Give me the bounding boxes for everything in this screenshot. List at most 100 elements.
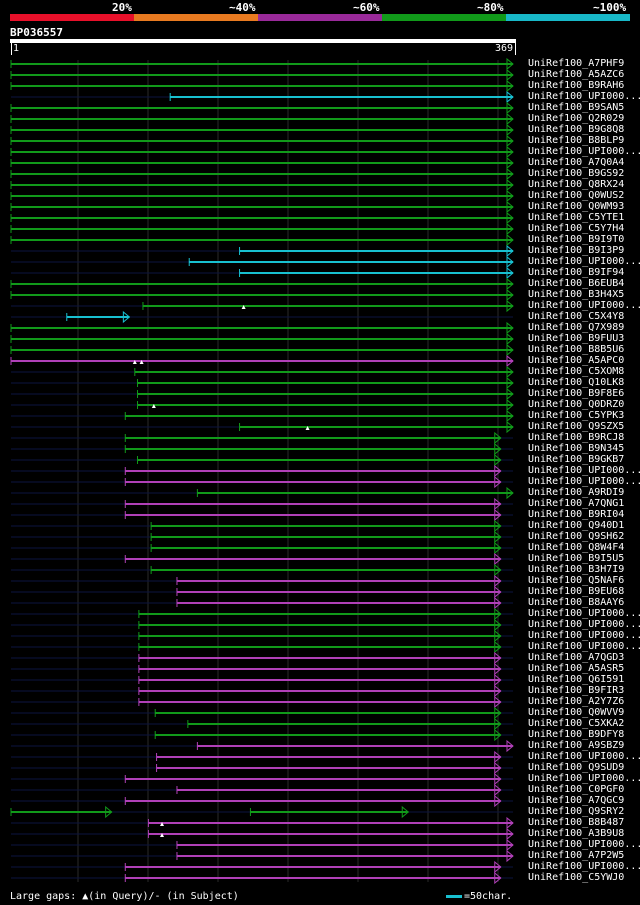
hit-end-arrow [494,508,502,522]
hit-label[interactable]: UniRef100_UPI000... [528,91,640,102]
hit-label[interactable]: UniRef100_Q9SZX5 [528,421,625,432]
hit-end-arrow [494,552,502,566]
hit-label[interactable]: UniRef100_B8B5U6 [528,344,625,355]
hit-label[interactable]: UniRef100_B6EUB4 [528,278,625,289]
legend-label-80: ~80% [477,1,504,14]
hit-label[interactable]: UniRef100_C5XKA2 [528,718,625,729]
ruler-start-tick [11,43,12,55]
hit-label[interactable]: UniRef100_UPI000... [528,300,640,311]
hit-label[interactable]: UniRef100_A5ASR5 [528,663,625,674]
hit-label[interactable]: UniRef100_B8B487 [528,817,625,828]
hit-label[interactable]: UniRef100_Q0WM93 [528,201,625,212]
hit-label[interactable]: UniRef100_Q0DRZ0 [528,399,625,410]
hit-end-arrow [494,772,502,786]
hit-label[interactable]: UniRef100_A7PHF9 [528,58,625,69]
hit-label[interactable]: UniRef100_Q2R029 [528,113,625,124]
hit-label[interactable]: UniRef100_B9SAN5 [528,102,625,113]
legend-label-40: ~40% [229,1,256,14]
hit-label[interactable]: UniRef100_B9RAH6 [528,80,625,91]
ruler-start-label: 1 [13,43,20,54]
hit-label[interactable]: UniRef100_A5AZC6 [528,69,625,80]
hit-label[interactable]: UniRef100_B9N345 [528,443,625,454]
hit-label[interactable]: UniRef100_A2Y7Z6 [528,696,625,707]
hit-label[interactable]: UniRef100_B9I9T0 [528,234,625,245]
hit-label[interactable]: UniRef100_B9F8E6 [528,388,625,399]
hit-label[interactable]: UniRef100_A9SBZ9 [528,740,625,751]
hit-end-arrow [494,750,502,764]
hit-label[interactable]: UniRef100_C5XOM8 [528,366,625,377]
hit-label[interactable]: UniRef100_B9DFY8 [528,729,625,740]
hit-label[interactable]: UniRef100_UPI000... [528,641,640,652]
hit-label[interactable]: UniRef100_B9I5U5 [528,553,625,564]
hit-label[interactable]: UniRef100_UPI000... [528,256,640,267]
hit-label[interactable]: UniRef100_A7QNG1 [528,498,625,509]
hit-label[interactable]: UniRef100_C0PGF0 [528,784,625,795]
hit-end-arrow [494,640,502,654]
hit-end-arrow [506,321,514,335]
hit-label[interactable]: UniRef100_UPI000... [528,839,640,850]
hit-label[interactable]: UniRef100_Q5NAF6 [528,575,625,586]
identity-legend-bar [10,14,630,21]
hit-label[interactable]: UniRef100_B9I3P9 [528,245,625,256]
hit-label[interactable]: UniRef100_UPI000... [528,465,640,476]
hit-label[interactable]: UniRef100_UPI000... [528,861,640,872]
hit-label[interactable]: UniRef100_B9EU68 [528,586,625,597]
hit-end-arrow [494,453,502,467]
query-name: BP036557 [10,26,63,39]
hit-label[interactable]: UniRef100_C5Y7H4 [528,223,625,234]
hit-label[interactable]: UniRef100_Q8RX24 [528,179,625,190]
hit-label[interactable]: UniRef100_B9IF94 [528,267,625,278]
hit-end-arrow [494,860,502,874]
hit-label[interactable]: UniRef100_B9GS92 [528,168,625,179]
hit-end-arrow [494,651,502,665]
hit-end-arrow [506,409,514,423]
hit-end-arrow [506,739,514,753]
hit-label[interactable]: UniRef100_C5YPK3 [528,410,625,421]
hit-label[interactable]: UniRef100_B8AAY6 [528,597,625,608]
hit-end-arrow [494,662,502,676]
hit-label[interactable]: UniRef100_UPI000... [528,608,640,619]
hit-end-arrow [506,112,514,126]
hit-end-arrow [506,343,514,357]
hit-label[interactable]: UniRef100_Q10LK8 [528,377,625,388]
hit-label[interactable]: UniRef100_UPI000... [528,146,640,157]
hit-label[interactable]: UniRef100_A3B9U8 [528,828,625,839]
hit-label[interactable]: UniRef100_Q9SH62 [528,531,625,542]
hit-label[interactable]: UniRef100_B3H7I9 [528,564,625,575]
hit-label[interactable]: UniRef100_Q9SUD9 [528,762,625,773]
hit-label[interactable]: UniRef100_A9RDI9 [528,487,625,498]
hit-label[interactable]: UniRef100_A5APC0 [528,355,625,366]
query-ruler [10,39,516,43]
hit-label[interactable]: UniRef100_Q0WVV9 [528,707,625,718]
hit-label[interactable]: UniRef100_Q9SRY2 [528,806,625,817]
hit-label[interactable]: UniRef100_C5YTE1 [528,212,625,223]
hit-label[interactable]: UniRef100_C5YWJ0 [528,872,625,883]
hit-label[interactable]: UniRef100_UPI000... [528,751,640,762]
hit-label[interactable]: UniRef100_B9RI04 [528,509,625,520]
hit-label[interactable]: UniRef100_Q7X989 [528,322,625,333]
hit-label[interactable]: UniRef100_UPI000... [528,630,640,641]
hit-label[interactable]: UniRef100_UPI000... [528,773,640,784]
hit-label[interactable]: UniRef100_C5X4Y8 [528,311,625,322]
hit-label[interactable]: UniRef100_B9G8Q8 [528,124,625,135]
hit-label[interactable]: UniRef100_Q8W4F4 [528,542,625,553]
hit-label[interactable]: UniRef100_UPI000... [528,476,640,487]
hit-label[interactable]: UniRef100_A7QGC9 [528,795,625,806]
hit-label[interactable]: UniRef100_Q6I591 [528,674,625,685]
hit-label[interactable]: UniRef100_Q940D1 [528,520,625,531]
hit-label[interactable]: UniRef100_B9FUU3 [528,333,625,344]
hit-label[interactable]: UniRef100_A7Q0A4 [528,157,625,168]
hit-label[interactable]: UniRef100_A7P2W5 [528,850,625,861]
hit-label[interactable]: UniRef100_B9GKB7 [528,454,625,465]
hit-label[interactable]: UniRef100_A7QGD3 [528,652,625,663]
hit-label[interactable]: UniRef100_B8BLP9 [528,135,625,146]
hit-label[interactable]: UniRef100_UPI000... [528,619,640,630]
hit-end-arrow [494,695,502,709]
hit-label[interactable]: UniRef100_B9RCJ8 [528,432,625,443]
hit-label[interactable]: UniRef100_B3H4X5 [528,289,625,300]
hit-label[interactable]: UniRef100_B9FIR3 [528,685,625,696]
hit-label[interactable]: UniRef100_Q0WUS2 [528,190,625,201]
hit-end-arrow [506,156,514,170]
hit-end-arrow [506,200,514,214]
